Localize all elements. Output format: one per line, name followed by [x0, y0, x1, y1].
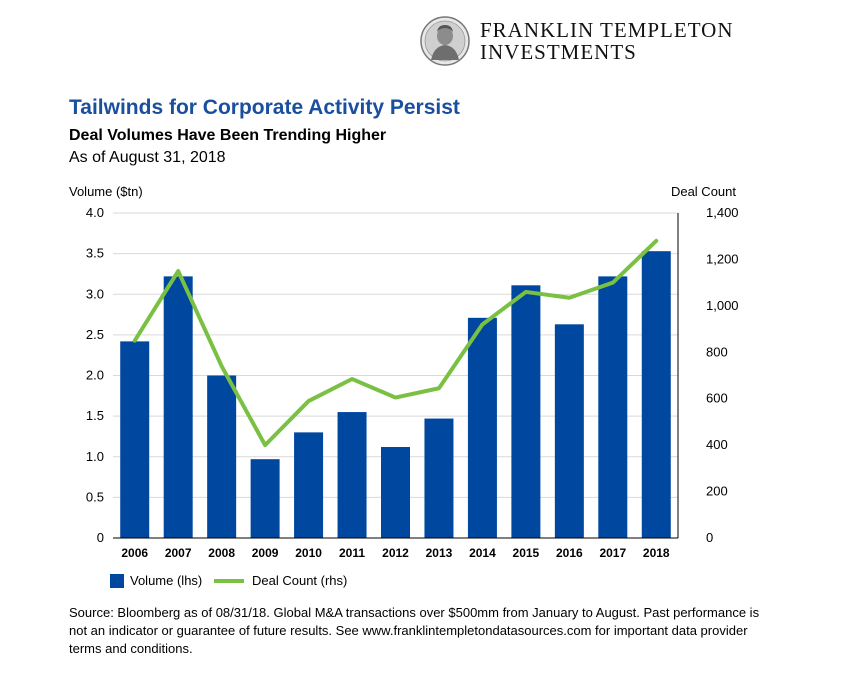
brand-name-line1: FRANKLIN TEMPLETON [480, 18, 734, 42]
y-right-tick-label: 800 [706, 344, 728, 359]
x-tick-label: 2014 [469, 546, 496, 560]
bar-volume [120, 341, 150, 538]
bar-volume [424, 418, 454, 538]
x-tick-label: 2018 [643, 546, 670, 560]
x-tick-label: 2016 [556, 546, 583, 560]
y-right-tick-label: 600 [706, 391, 728, 406]
x-tick-label: 2009 [252, 546, 279, 560]
bar-volume [467, 317, 497, 538]
y-right-axis-title: Deal Count [671, 184, 736, 199]
deal-volume-chart: 0 0.5 1.0 1.5 2.0 2.5 3.0 3.5 4.0 0 200 400 600 800 1,… [69, 184, 739, 560]
bar-volume [163, 276, 193, 538]
y-left-tick-label: 0.5 [86, 489, 104, 504]
y-right-tick-label: 1,200 [706, 251, 739, 266]
portrait-seal-icon [420, 16, 470, 66]
bar-volume [207, 375, 237, 538]
bar-volume [294, 432, 324, 538]
legend-swatch-volume [110, 573, 124, 588]
x-tick-label: 2011 [339, 546, 365, 560]
x-tick-label: 2013 [426, 546, 453, 560]
legend-item-deal-count: Deal Count (rhs) [214, 573, 347, 588]
x-tick-label: 2007 [165, 546, 192, 560]
legend-swatch-deal-count [214, 578, 244, 583]
legend-label-deal-count: Deal Count (rhs) [252, 573, 348, 588]
y-left-tick-label: 1.5 [86, 408, 104, 423]
y-right-tick-label: 0 [706, 530, 713, 545]
y-right-tick-label: 400 [706, 437, 728, 452]
as-of-date: As of August 31, 2018 [69, 149, 226, 166]
x-tick-label: 2017 [599, 546, 626, 560]
legend-label-volume: Volume (lhs) [130, 573, 203, 588]
x-tick-label: 2012 [382, 546, 409, 560]
chart-title: Tailwinds for Corporate Activity Persist [69, 96, 460, 119]
y-left-tick-label: 2.0 [86, 368, 104, 383]
y-left-tick-label: 3.0 [86, 286, 104, 301]
bar-volume [554, 324, 584, 538]
bar-volume [337, 412, 367, 538]
chart-subtitle: Deal Volumes Have Been Trending Higher [69, 127, 387, 144]
y-left-axis-title: Volume ($tn) [69, 184, 143, 199]
y-right-tick-label: 1,400 [706, 205, 739, 220]
y-left-tick-label: 1.0 [86, 449, 104, 464]
y-left-tick-label: 0 [97, 530, 104, 545]
x-tick-label: 2015 [513, 546, 540, 560]
y-left-tick-label: 4.0 [86, 205, 104, 220]
legend-item-volume: Volume (lhs) [110, 573, 202, 588]
bar-volume [250, 459, 280, 538]
brand-name-line2: INVESTMENTS [480, 40, 637, 64]
source-note: Source: Bloomberg as of 08/31/18. Global… [69, 605, 760, 656]
y-right-tick-label: 200 [706, 484, 728, 499]
bar-volume [381, 447, 410, 538]
y-left-tick-label: 2.5 [86, 327, 104, 342]
bar-volume [511, 285, 541, 538]
x-tick-label: 2010 [295, 546, 322, 560]
x-tick-label: 2008 [208, 546, 235, 560]
brand-logo: FRANKLIN TEMPLETON INVESTMENTS [420, 14, 750, 70]
y-right-tick-label: 1,000 [706, 298, 739, 313]
bar-volume [598, 276, 628, 538]
bar-volume [641, 251, 671, 538]
y-left-tick-label: 3.5 [86, 246, 104, 261]
x-tick-label: 2006 [121, 546, 148, 560]
